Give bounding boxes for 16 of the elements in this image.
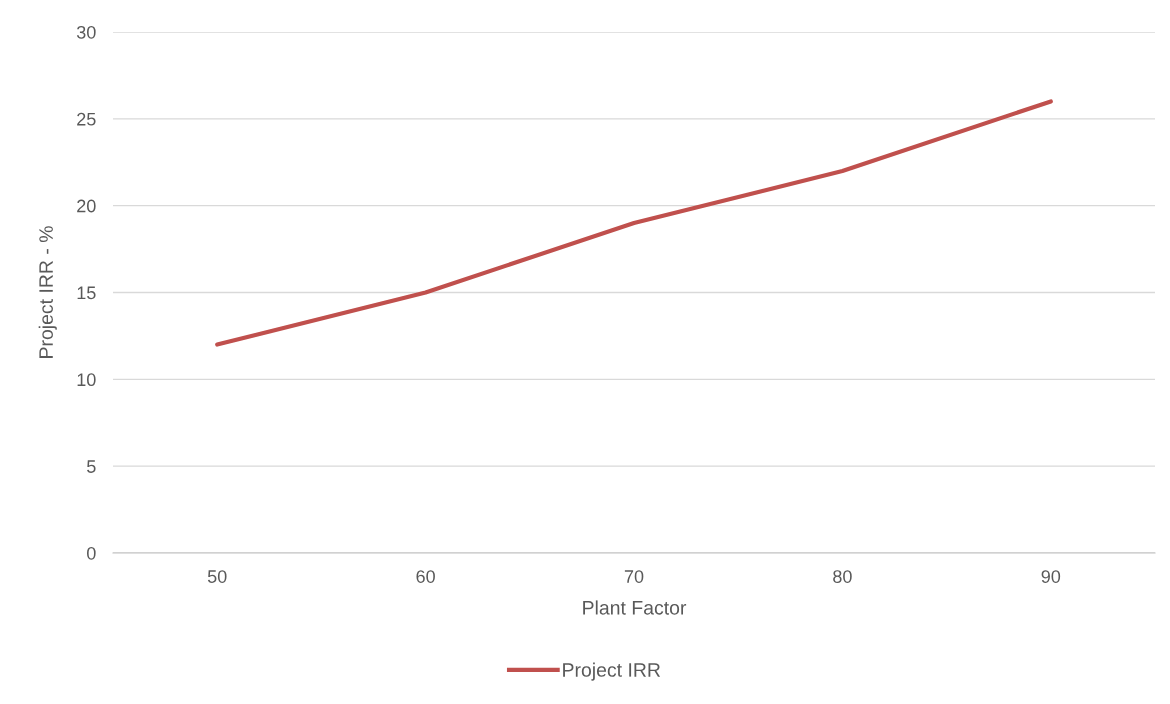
y-tick-label: 20 bbox=[77, 199, 96, 213]
x-tick-label: 90 bbox=[1041, 570, 1061, 583]
y-tick-label: 0 bbox=[87, 546, 96, 560]
y-tick-label: 10 bbox=[77, 373, 96, 387]
legend-label: Project IRR bbox=[563, 662, 661, 681]
x-tick-label: 80 bbox=[833, 570, 852, 583]
y-tick-label: 15 bbox=[77, 286, 96, 300]
line-series bbox=[215, 99, 1053, 347]
x-axis-title: Plant Factor bbox=[583, 600, 687, 615]
x-tick-label: 60 bbox=[416, 570, 435, 583]
x-tick-label: 50 bbox=[207, 570, 227, 583]
y-tick-label: 5 bbox=[87, 460, 96, 473]
y-axis-title: Project IRR - % bbox=[38, 226, 57, 358]
x-tick-label: 70 bbox=[624, 570, 644, 583]
y-tick-label: 30 bbox=[76, 25, 96, 39]
y-tick-label: 25 bbox=[77, 112, 96, 126]
